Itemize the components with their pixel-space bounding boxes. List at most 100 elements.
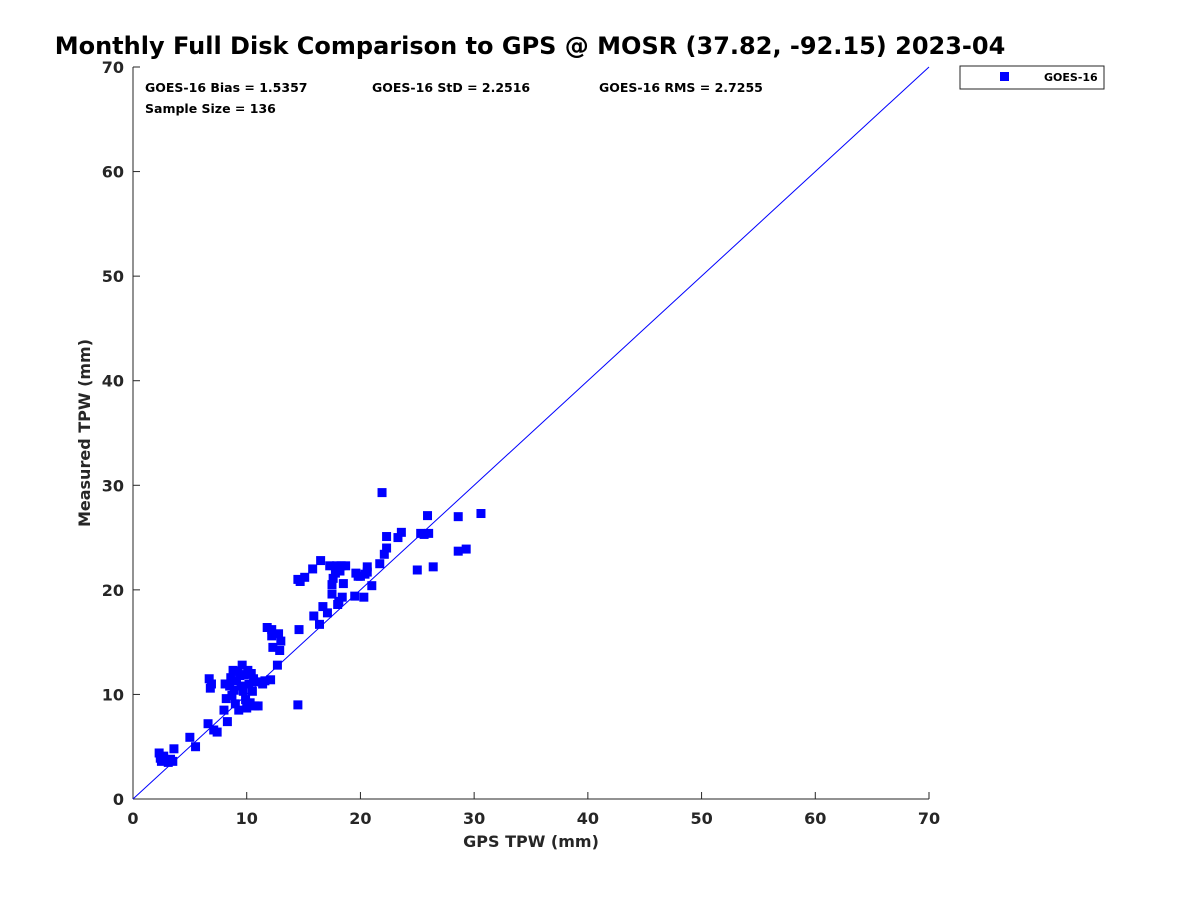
data-point (327, 580, 337, 590)
data-point (203, 719, 213, 729)
data-point (336, 561, 346, 571)
data-point (424, 528, 434, 538)
x-ticks: 0 10 20 30 40 50 60 70 (127, 792, 940, 828)
data-point (222, 717, 232, 727)
chart-title: Monthly Full Disk Comparison to GPS @ MO… (55, 32, 1006, 60)
y-axis-label: Measured TPW (mm) (75, 339, 94, 527)
stats-annotations: GOES-16 Bias = 1.5357 GOES-16 StD = 2.25… (145, 80, 763, 116)
data-point (355, 571, 365, 581)
data-point (309, 611, 319, 621)
data-point (308, 564, 318, 574)
data-point (220, 679, 230, 689)
data-point (337, 592, 347, 602)
data-point (242, 703, 252, 713)
data-point (267, 625, 277, 635)
data-point (221, 694, 231, 704)
x-tick-label: 10 (236, 809, 258, 828)
stat-bias: GOES-16 Bias = 1.5357 (145, 80, 307, 95)
data-point (204, 674, 214, 684)
y-tick-label: 50 (102, 267, 124, 286)
data-point (228, 665, 238, 675)
data-point (238, 686, 248, 696)
y-tick-label: 60 (102, 163, 124, 182)
data-point (322, 608, 332, 618)
data-point (266, 675, 276, 685)
data-point (325, 561, 335, 571)
data-point (168, 756, 178, 766)
x-tick-label: 30 (463, 809, 485, 828)
data-point (236, 681, 246, 691)
data-point (237, 660, 247, 670)
data-point (341, 561, 351, 571)
data-point (169, 744, 179, 754)
data-point (241, 695, 251, 705)
data-point (235, 671, 245, 681)
data-point (316, 556, 326, 566)
data-point (453, 546, 463, 556)
data-point (230, 699, 240, 709)
y-tick-label: 10 (102, 685, 124, 704)
y-tick-label: 20 (102, 581, 124, 600)
data-point (476, 509, 486, 519)
data-point (423, 511, 433, 521)
x-tick-label: 0 (127, 809, 138, 828)
data-point (245, 698, 255, 708)
data-point (246, 669, 256, 679)
data-point (362, 562, 372, 572)
y-tick-label: 70 (102, 58, 124, 77)
data-point (227, 690, 237, 700)
data-point (154, 748, 164, 758)
plot-axes (132, 67, 929, 800)
x-tick-label: 70 (918, 809, 940, 828)
data-point (330, 568, 340, 578)
legend[interactable]: GOES-16 (959, 65, 1105, 90)
data-point (253, 701, 263, 711)
data-point (275, 646, 285, 656)
data-point (375, 559, 385, 569)
data-point (260, 676, 270, 686)
data-point (244, 679, 254, 689)
data-point (335, 566, 345, 576)
data-point (362, 567, 372, 577)
stat-std: GOES-16 StD = 2.2516 (372, 80, 530, 95)
data-point (393, 533, 403, 543)
data-point (219, 705, 229, 715)
x-tick-label: 60 (804, 809, 826, 828)
data-point (212, 727, 222, 737)
data-point (293, 700, 303, 710)
data-point (295, 576, 305, 586)
data-point (300, 572, 310, 582)
data-point (247, 686, 257, 696)
data-point (225, 681, 235, 691)
data-point (396, 527, 406, 537)
data-point (328, 573, 338, 583)
data-point (419, 529, 429, 539)
data-point (382, 543, 392, 553)
data-points (154, 488, 486, 767)
data-point (267, 631, 277, 641)
data-point (276, 636, 286, 646)
legend-label: GOES-16 (1044, 71, 1098, 84)
data-point (461, 544, 471, 554)
data-point (327, 589, 337, 599)
stat-sample-size: Sample Size = 136 (145, 101, 276, 116)
data-point (262, 623, 272, 633)
data-point (412, 565, 422, 575)
y-ticks: 0 10 20 30 40 50 60 70 (102, 58, 140, 809)
data-point (377, 488, 387, 498)
y-tick-label: 30 (102, 476, 124, 495)
x-axis-label: GPS TPW (mm) (463, 832, 599, 851)
stat-rms: GOES-16 RMS = 2.7255 (599, 80, 763, 95)
x-tick-label: 20 (349, 809, 371, 828)
data-point (252, 677, 262, 687)
data-point (379, 549, 389, 559)
data-point (234, 705, 244, 715)
data-point (338, 579, 348, 589)
legend-marker-square (1000, 72, 1009, 81)
data-point (318, 602, 328, 612)
data-point (428, 562, 438, 572)
data-point (314, 619, 324, 629)
data-point (191, 742, 201, 752)
data-point (367, 581, 377, 591)
